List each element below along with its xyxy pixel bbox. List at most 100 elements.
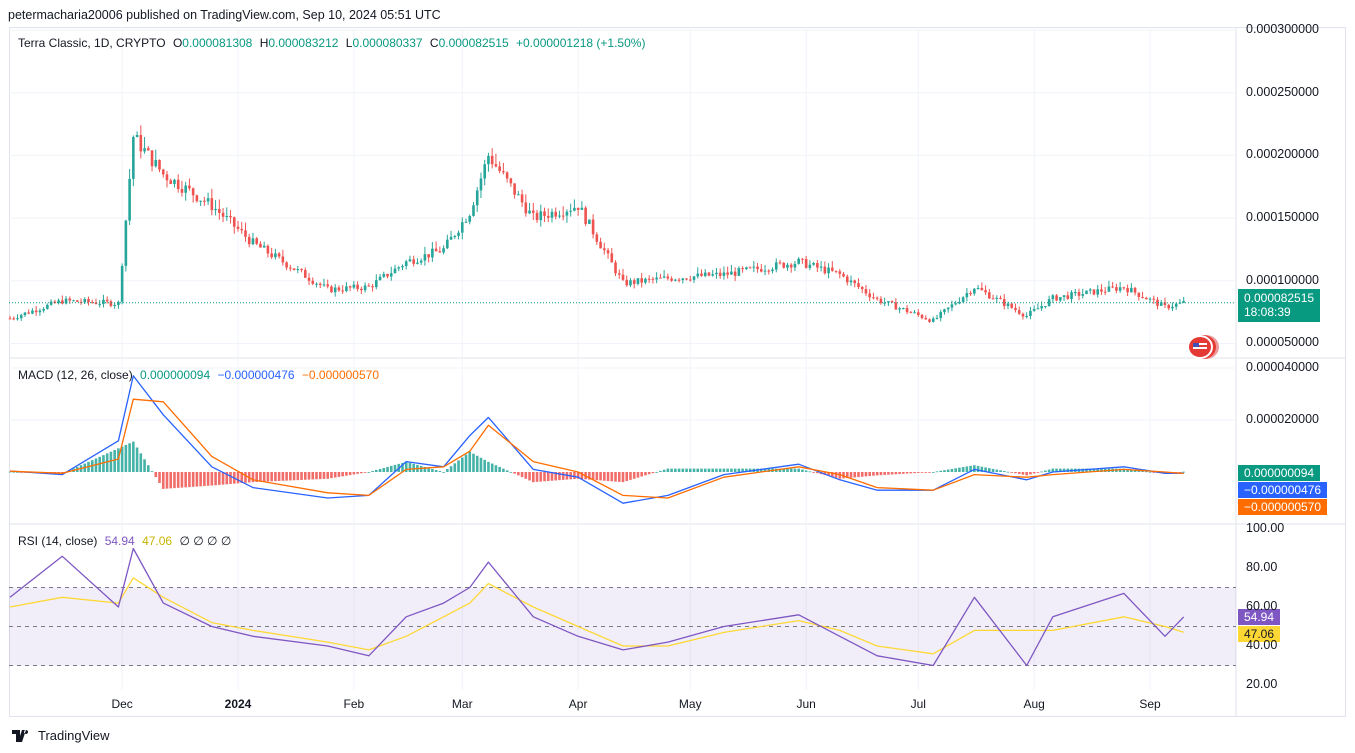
candle-body xyxy=(991,298,995,300)
candle-body xyxy=(479,178,483,191)
candle-body xyxy=(961,297,965,302)
macd-histogram-bar xyxy=(909,472,913,474)
rsi-tick-label: 60.00 xyxy=(1246,599,1278,613)
macd-histogram-bar xyxy=(715,468,718,472)
macd-histogram-bar xyxy=(621,472,625,483)
macd-histogram-bar xyxy=(733,468,737,472)
candle-body xyxy=(206,198,210,202)
macd-histogram-bar xyxy=(1032,472,1036,474)
macd-histogram-bar xyxy=(146,465,150,472)
bar-countdown: 18:08:39 xyxy=(1244,305,1291,319)
candle-body xyxy=(741,268,744,270)
macd-histogram-bar xyxy=(1029,472,1032,475)
candle-body xyxy=(307,277,311,281)
candle-body xyxy=(528,210,531,214)
candle-body xyxy=(498,166,501,172)
candle-body xyxy=(494,164,498,167)
candle-body xyxy=(311,280,315,284)
macd-histogram-bar xyxy=(550,472,554,481)
candle-body xyxy=(341,290,344,292)
macd-histogram-bar xyxy=(348,472,352,476)
candle-body xyxy=(274,253,277,258)
candle-body xyxy=(685,278,688,280)
macd-histogram-bar xyxy=(1096,468,1100,472)
macd-histogram-bar xyxy=(890,472,894,475)
macd-hist-tag: 0.000000094 xyxy=(1238,465,1321,481)
macd-histogram-bar xyxy=(603,472,606,481)
macd-histogram-bar xyxy=(1141,470,1144,472)
candle-body xyxy=(438,251,442,253)
macd-histogram-bar xyxy=(640,472,643,477)
macd-histogram-bar xyxy=(150,471,154,472)
candle-body xyxy=(715,272,718,275)
candle-body xyxy=(203,200,206,202)
macd-histogram-bar xyxy=(677,468,681,472)
macd-histogram-bar xyxy=(494,465,498,472)
candle-body xyxy=(303,270,307,278)
candle-body xyxy=(931,318,935,322)
candle-body xyxy=(688,279,692,281)
candle-body xyxy=(27,312,30,314)
macd-histogram-bar xyxy=(259,472,262,482)
candle-body xyxy=(890,301,894,303)
candle-body xyxy=(640,278,643,283)
candle-body xyxy=(554,211,558,217)
macd-histogram-bar xyxy=(266,472,270,482)
candle-body xyxy=(1107,286,1111,292)
x-tick-label: Aug xyxy=(1023,697,1045,711)
rsi-tag: 54.94 xyxy=(1238,609,1281,625)
candle-body xyxy=(195,195,199,202)
macd-histogram-bar xyxy=(759,468,763,472)
macd-histogram-bar xyxy=(688,468,692,472)
macd-histogram-bar xyxy=(143,459,146,472)
macd-histogram-bar xyxy=(1085,468,1088,472)
candle-body xyxy=(419,260,423,263)
macd-histogram-bar xyxy=(464,454,468,472)
macd-histogram-bar xyxy=(498,466,501,472)
macd-histogram-bar xyxy=(12,471,16,473)
macd-histogram-bar xyxy=(659,470,662,472)
candle-body xyxy=(1126,288,1129,293)
macd-histogram-bar xyxy=(875,472,879,476)
candle-body xyxy=(920,314,924,319)
us-flag-icon[interactable] xyxy=(1187,335,1213,359)
candle-body xyxy=(584,207,587,224)
candle-body xyxy=(595,234,599,242)
candle-body xyxy=(543,211,546,216)
macd-histogram-bar xyxy=(789,468,793,472)
candle-body xyxy=(778,262,782,264)
macd-histogram-bar xyxy=(345,472,348,476)
candle-body xyxy=(109,301,113,306)
candle-body xyxy=(696,273,700,277)
candle-body xyxy=(722,272,726,276)
publisher-line: petermacharia20006 published on TradingV… xyxy=(8,8,441,22)
macd-histogram-bar xyxy=(786,468,789,472)
candle-body xyxy=(1111,286,1114,288)
macd-histogram-bar xyxy=(236,472,240,484)
candle-body xyxy=(124,220,128,266)
macd-histogram-bar xyxy=(928,472,931,473)
candle-body xyxy=(808,264,812,268)
candle-body xyxy=(68,298,72,301)
candle-body xyxy=(666,276,670,279)
candle-body xyxy=(1073,292,1077,294)
candle-body xyxy=(352,284,356,288)
footer-brand[interactable]: TradingView xyxy=(12,728,110,743)
macd-histogram-bar xyxy=(1021,472,1025,475)
candle-body xyxy=(1051,295,1055,300)
candle-body xyxy=(404,261,408,267)
chart-frame[interactable] xyxy=(9,27,1346,717)
candle-body xyxy=(546,215,550,218)
macd-histogram-bar xyxy=(860,472,864,477)
candle-body xyxy=(412,259,415,264)
candle-body xyxy=(188,185,191,189)
candle-body xyxy=(565,211,569,216)
price-tick-label: 0.000150000 xyxy=(1246,210,1319,225)
candle-body xyxy=(296,269,300,271)
macd-histogram-bar xyxy=(647,472,651,475)
candle-body xyxy=(38,310,42,313)
candle-body xyxy=(793,263,797,268)
macd-histogram-bar xyxy=(1122,468,1126,472)
candle-body xyxy=(902,308,905,310)
